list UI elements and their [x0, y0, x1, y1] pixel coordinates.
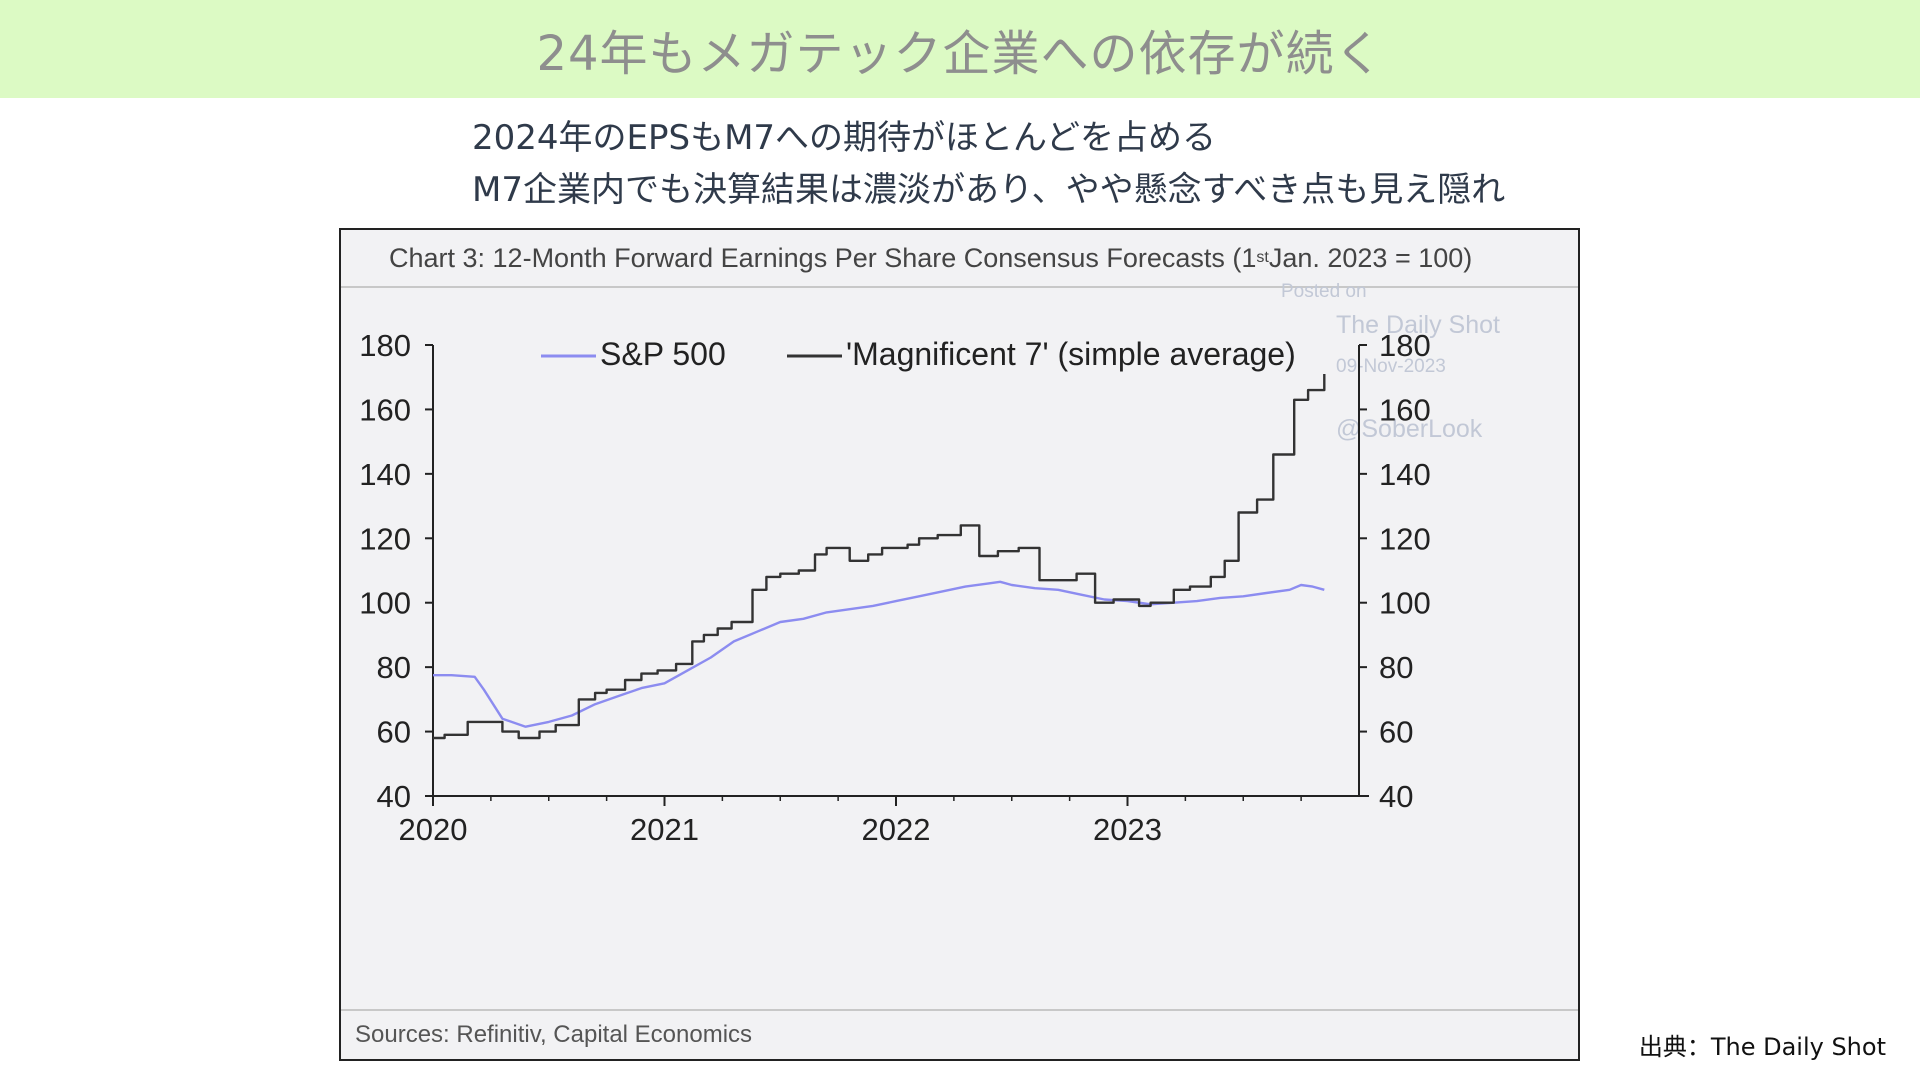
series-magnificent-7 [433, 374, 1326, 740]
watermark-outlet: The Daily Shot [1336, 311, 1500, 339]
y-tick-label-left: 160 [359, 392, 411, 427]
x-tick-label: 2020 [399, 812, 468, 847]
source-credit: 出典：The Daily Shot [1638, 1033, 1886, 1061]
subtitle-block: 2024年のEPSもM7への期待がほとんどを占める M7企業内でも決算結果は濃淡… [472, 112, 1505, 216]
y-tick-label-left: 40 [377, 779, 411, 814]
y-tick-label-left: 100 [359, 586, 411, 621]
series-layer [433, 374, 1326, 740]
y-tick-label-left: 60 [377, 715, 411, 750]
y-tick-label-right: 160 [1379, 392, 1431, 427]
y-tick-label-left: 120 [359, 521, 411, 556]
subtitle-line-2: M7企業内でも決算結果は濃淡があり、やや懸念すべき点も見え隠れ [472, 170, 1506, 210]
watermark: Posted on The Daily Shot 09-Nov-2023 @So… [1281, 281, 1500, 443]
series-sp500 [433, 580, 1325, 728]
watermark-posted-on: Posted on [1281, 281, 1367, 302]
title-banner: 24年もメガテック企業への依存が続く [0, 0, 1920, 98]
subtitle-line-1: 2024年のEPSもM7への期待がほとんどを占める [472, 118, 1217, 158]
y-tick-label-right: 140 [1379, 457, 1431, 492]
y-tick-label-left: 140 [359, 457, 411, 492]
chart-frame: Chart 3: 12-Month Forward Earnings Per S… [339, 228, 1580, 1061]
legend-label-m7: 'Magnificent 7' (simple average) [846, 336, 1296, 372]
chart-sources: Sources: Refinitiv, Capital Economics [341, 1009, 1578, 1059]
y-tick-label-left: 80 [377, 650, 411, 685]
chart-title-sup: st [1256, 249, 1269, 266]
y-tick-label-left: 180 [359, 328, 411, 363]
y-tick-label-right: 80 [1379, 650, 1413, 685]
y-tick-label-right: 40 [1379, 779, 1413, 814]
chart-plot: Posted on The Daily Shot 09-Nov-2023 @So… [359, 281, 1500, 847]
chart-title-suffix: Jan. 2023 = 100) [1268, 242, 1473, 273]
x-tick-label: 2021 [630, 812, 699, 847]
slide-title: 24年もメガテック企業への依存が続く [536, 26, 1384, 82]
y-tick-label-right: 60 [1379, 715, 1413, 750]
y-tick-label-right: 100 [1379, 586, 1431, 621]
y-tick-label-right: 120 [1379, 521, 1431, 556]
watermark-handle: @SoberLook [1336, 415, 1483, 443]
chart-title-prefix: Chart 3: 12-Month Forward Earnings Per S… [389, 242, 1257, 273]
legend: S&P 500 'Magnificent 7' (simple average) [541, 336, 1296, 372]
x-tick-label: 2023 [1093, 812, 1162, 847]
axes: 40 60 80 100 120 140 160 180 40 60 80 100 120 140 160 1… [359, 328, 1430, 847]
y-tick-label-right: 180 [1379, 328, 1431, 363]
chart-title: Chart 3: 12-Month Forward Earnings Per S… [341, 230, 1578, 288]
legend-label-sp500: S&P 500 [600, 336, 726, 372]
watermark-date: 09-Nov-2023 [1336, 356, 1446, 377]
x-tick-label: 2022 [862, 812, 931, 847]
